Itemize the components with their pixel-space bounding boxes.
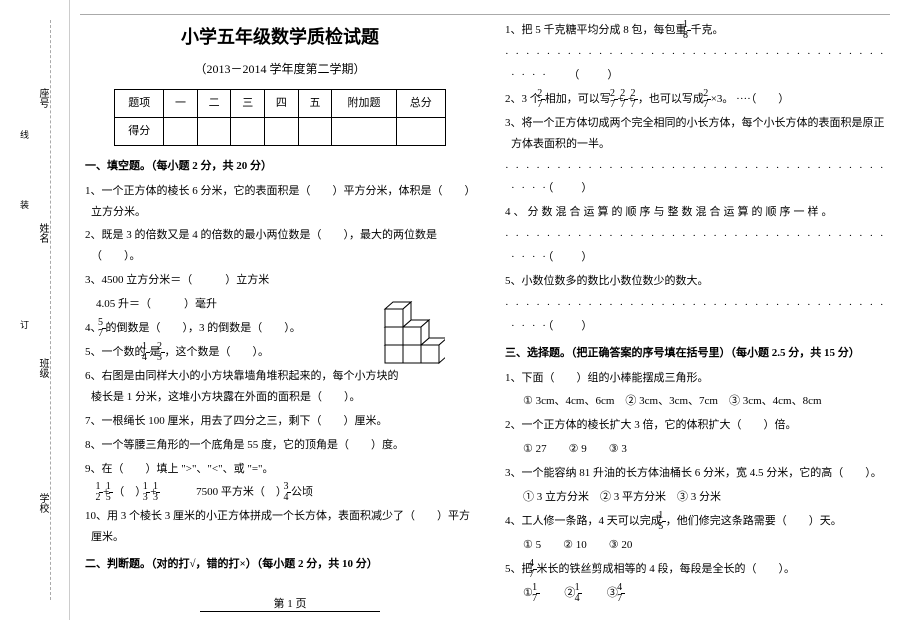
content-area: 小学五年级数学质检试题 （2013－2014 学年度第二学期） 题项 一 二 三… xyxy=(70,0,920,620)
binding-marker-zhuang: 装 xyxy=(18,200,31,209)
s3-q5: 5、把47米长的铁丝剪成相等的 4 段，每段是全长的（ ）。 xyxy=(505,559,895,580)
s1-q5a: 5、一个数的 xyxy=(85,346,146,358)
td-3[interactable] xyxy=(231,117,265,145)
s3-q5-o2: ② xyxy=(542,587,575,599)
s2-q2e: （ ） xyxy=(751,93,790,105)
binding-dashed-line xyxy=(50,20,51,600)
s1-q8: 8、一个等腰三角形的一个底角是 55 度，它的顶角是（ ）度。 xyxy=(85,435,475,456)
s2-q2: 2、3 个27相加，可以写 27+27+27，也可以写成 27×3。 ····（… xyxy=(505,89,895,110)
binding-class: 班级 xyxy=(35,358,50,378)
s2-q2d: ×3。 xyxy=(711,93,734,105)
s2-q2b: 相加，可以写 xyxy=(545,93,611,105)
s3-q5b: 米长的铁丝剪成相等的 4 段，每段是全长的（ ）。 xyxy=(537,563,796,575)
s3-q4-opts: ① 5 ② 10 ③ 20 xyxy=(505,535,895,556)
s2-q1a: 1、把 5 千克糖平均分成 8 包，每包重 xyxy=(505,24,687,36)
th-3: 三 xyxy=(231,89,265,117)
s3-q4a: 4、工人修一条路，4 天可以完成 xyxy=(505,515,662,527)
s2-q3-dots: · · · · · · · · · · · · · · · · · · · · … xyxy=(505,158,895,200)
top-rule xyxy=(80,14,890,15)
td-4[interactable] xyxy=(265,117,299,145)
s2-q1c: （ ） xyxy=(548,69,621,81)
s1-q1: 1、一个正方体的棱长 6 分米，它的表面积是（ ）平方分米，体积是（ ）立方分米… xyxy=(85,181,475,223)
frac-1-3a: 13 xyxy=(146,482,150,503)
frac-1-3b: 13 xyxy=(156,482,160,503)
s2-q4: 4、分数混合运算的顺序与整数混合运算的顺序一样。 xyxy=(505,202,895,223)
s3-q5-opts: ① 17 ② 14 ③ 47 xyxy=(505,583,895,604)
s2-q2c: ，也可以写成 xyxy=(638,93,704,105)
left-column: 小学五年级数学质检试题 （2013－2014 学年度第二学期） 题项 一 二 三… xyxy=(85,20,475,610)
s2-q4-dots: · · · · · · · · · · · · · · · · · · · · … xyxy=(505,226,895,268)
s3-q4: 4、工人修一条路，4 天可以完成15，他们修完这条路需要（ ）天。 xyxy=(505,511,895,532)
td-total[interactable] xyxy=(396,117,445,145)
s2-q5b: （ ） xyxy=(548,320,595,332)
s1-q9b-txt: 7500 平方米（ ） xyxy=(163,486,287,498)
binding-seat: 座号 xyxy=(35,88,50,108)
td-5[interactable] xyxy=(298,117,332,145)
th-2: 二 xyxy=(197,89,231,117)
s1-q2: 2、既是 3 的倍数又是 4 的倍数的最小两位数是（ ），最大的两位数是（ ）。 xyxy=(85,225,475,267)
s3-q3-opts: ① 3 立方分米 ② 3 平方分米 ③ 3 分米 xyxy=(505,487,895,508)
s3-q2-opts: ① 27 ② 9 ③ 3 xyxy=(505,439,895,460)
binding-marker-xian: 线 xyxy=(18,130,31,139)
s1-q6: 6、右图是由同样大小的小方块靠墙角堆积起来的，每个小方块的棱长是 1 分米，这堆… xyxy=(85,366,475,408)
binding-school: 学校 xyxy=(35,493,50,513)
frac-1-7: 17 xyxy=(536,583,540,604)
s1-q3a: 3、4500 立方分米＝（ ）立方米 xyxy=(85,270,475,291)
s1-q5c: ，这个数是（ ）。 xyxy=(165,346,270,358)
binding-marker-ding: 订 xyxy=(18,320,31,329)
s2-q5: 5、小数位数多的数比小数位数少的数大。 xyxy=(505,271,895,292)
th-item: 题项 xyxy=(115,89,164,117)
right-column: 1、把 5 千克糖平均分成 8 包，每包重18千克。 · · · · · · ·… xyxy=(505,20,895,610)
s2-q4b: （ ） xyxy=(548,251,595,263)
section2-heading: 二、判断题。（对的打√，错的打×）（每小题 2 分，共 10 分） xyxy=(85,554,475,575)
section3-heading: 三、选择题。（把正确答案的序号填在括号里）（每小题 2.5 分，共 15 分） xyxy=(505,343,895,364)
s1-q4b: 的倒数是（ ），3 的倒数是（ ）。 xyxy=(106,322,301,334)
frac-2-7c: 27 xyxy=(624,89,628,110)
s3-q3: 3、一个能容纳 81 升油的长方体油桶长 6 分米，宽 4.5 分米，它的高（ … xyxy=(505,463,895,484)
td-bonus[interactable] xyxy=(332,117,396,145)
binding-margin: 装 订 线 座号 姓名 班级 学校 xyxy=(0,0,70,620)
td-2[interactable] xyxy=(197,117,231,145)
th-5: 五 xyxy=(298,89,332,117)
s1-q9c: 公顷 xyxy=(291,486,313,498)
s3-q2: 2、一个正方体的棱长扩大 3 倍，它的体积扩大（ ）倍。 xyxy=(505,415,895,436)
s2-q3b: （ ） xyxy=(548,182,595,194)
exam-title: 小学五年级数学质检试题 xyxy=(85,20,475,54)
page-footer: 第 1 页 xyxy=(200,595,380,612)
th-4: 四 xyxy=(265,89,299,117)
frac-1-4b: 14 xyxy=(578,583,582,604)
td-label: 得分 xyxy=(115,117,164,145)
s3-q5-o3: ③ xyxy=(585,587,618,599)
exam-subtitle: （2013－2014 学年度第二学期） xyxy=(85,58,475,81)
th-bonus: 附加题 xyxy=(332,89,396,117)
frac-2-7b: 27 xyxy=(614,89,618,110)
section1-heading: 一、填空题。（每小题 2 分，共 20 分） xyxy=(85,156,475,177)
frac-1-5a: 15 xyxy=(109,482,113,503)
s3-q1-opts: ① 3cm、4cm、6cm ② 3cm、3cm、7cm ③ 3cm、4cm、8c… xyxy=(505,391,895,412)
frac-1-2a: 12 xyxy=(99,482,103,503)
th-1: 一 xyxy=(164,89,198,117)
s3-q1: 1、下面（ ）组的小棒能摆成三角形。 xyxy=(505,368,895,389)
s1-q10: 10、用 3 个棱长 3 厘米的小正方体拼成一个长方体，表面积减少了（ ）平方厘… xyxy=(85,506,475,548)
frac-4-7b: 47 xyxy=(621,583,625,604)
td-1[interactable] xyxy=(164,117,198,145)
s1-q9a: 9、在（ ）填上 ">"、"<"、或 "="。 xyxy=(85,459,475,480)
th-total: 总分 xyxy=(396,89,445,117)
s1-q7: 7、一根绳长 100 厘米，用去了四分之三，剩下（ ）厘米。 xyxy=(85,411,475,432)
s2-q5-dots: · · · · · · · · · · · · · · · · · · · · … xyxy=(505,295,895,337)
s3-q4b: ，他们修完这条路需要（ ）天。 xyxy=(666,515,842,527)
s2-q1: 1、把 5 千克糖平均分成 8 包，每包重18千克。 xyxy=(505,20,895,41)
exam-page: 装 订 线 座号 姓名 班级 学校 小学五年级数学质检试题 （2013－2014… xyxy=(0,0,920,620)
score-value-row: 得分 xyxy=(115,117,446,145)
s2-q1b: 千克。 xyxy=(691,24,724,36)
binding-labels: 座号 姓名 班级 学校 xyxy=(35,30,50,570)
score-header-row: 题项 一 二 三 四 五 附加题 总分 xyxy=(115,89,446,117)
s2-q2a: 2、3 个 xyxy=(505,93,541,105)
binding-name: 姓名 xyxy=(35,223,50,243)
cube-stack-figure xyxy=(375,300,445,370)
score-table: 题项 一 二 三 四 五 附加题 总分 得分 xyxy=(114,89,446,146)
s1-q9b: 12+15（ ）13+13 7500 平方米（ ）34公顷 xyxy=(85,482,475,503)
s2-q3: 3、将一个正方体切成两个完全相同的小长方体，每个小长方体的表面积是原正方体表面积… xyxy=(505,113,895,155)
s2-q1-dots: · · · · · · · · · · · · · · · · · · · · … xyxy=(505,44,895,86)
